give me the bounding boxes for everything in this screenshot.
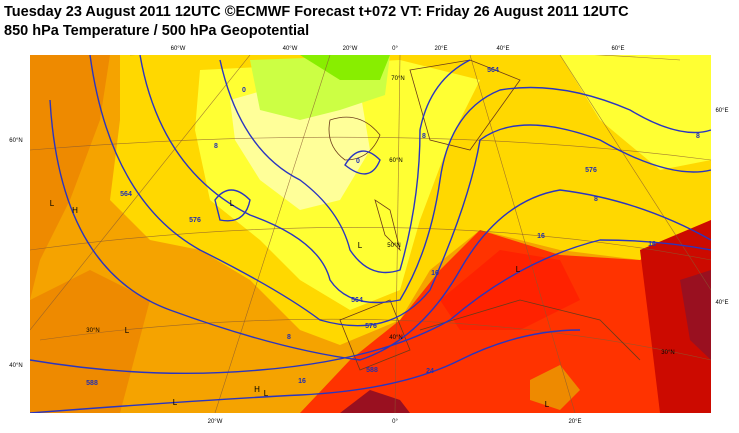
latitude-label: 40°N bbox=[389, 335, 402, 341]
left-label: 40°N bbox=[9, 363, 22, 369]
contour-label: 564 bbox=[351, 297, 363, 304]
left-label: 60°N bbox=[9, 138, 22, 144]
pressure-center: L bbox=[230, 199, 235, 208]
right-label: 40°E bbox=[715, 300, 728, 306]
edge-labels: 60°W 40°W 20°W 0° 20°E 40°E 60°E 60°N 40… bbox=[9, 46, 728, 425]
contour-label: 8 bbox=[594, 196, 598, 203]
latitude-labels: 70°N 60°N 50°N 40°N 30°N 30°N bbox=[86, 76, 674, 356]
pressure-center: L bbox=[125, 326, 130, 335]
contour-label: 8 bbox=[696, 133, 700, 140]
temperature-field bbox=[30, 55, 711, 413]
top-label: 20°E bbox=[434, 46, 447, 52]
map-title: Tuesday 23 August 2011 12UTC ©ECMWF Fore… bbox=[4, 4, 629, 20]
pressure-center: H bbox=[72, 206, 78, 215]
pressure-center: L bbox=[545, 400, 550, 409]
top-label: 40°E bbox=[496, 46, 509, 52]
pressure-center: L bbox=[516, 265, 521, 274]
contour-label: 16 bbox=[537, 233, 545, 240]
contour-label: 16 bbox=[648, 241, 656, 248]
bottom-label: 20°E bbox=[568, 419, 581, 425]
contour-label: 588 bbox=[366, 367, 378, 374]
top-label: 20°W bbox=[343, 46, 358, 52]
contour-label: 564 bbox=[487, 67, 499, 74]
contour-label: 8 bbox=[214, 143, 218, 150]
contour-labels: 564 576 588 564 576 588 564 576 8 8 8 16… bbox=[86, 67, 700, 387]
contour-label: 576 bbox=[189, 217, 201, 224]
geopotential-contours bbox=[30, 55, 711, 413]
latitude-label: 30°N bbox=[661, 350, 674, 356]
pressure-center: H bbox=[254, 385, 260, 394]
pressure-center: L bbox=[173, 398, 178, 407]
contour-label: 588 bbox=[86, 380, 98, 387]
contour-label: 0 bbox=[356, 158, 360, 165]
contour-label: 576 bbox=[365, 323, 377, 330]
contour-label: 8 bbox=[287, 334, 291, 341]
contour-label: 16 bbox=[431, 270, 439, 277]
contour-label: 576 bbox=[585, 167, 597, 174]
top-label: 0° bbox=[392, 46, 398, 52]
top-label: 60°W bbox=[171, 46, 186, 52]
right-label: 60°E bbox=[715, 108, 728, 114]
pressure-centers: L H L L L H L L L L bbox=[50, 199, 550, 409]
contour-label: 8 bbox=[422, 133, 426, 140]
contour-label: 24 bbox=[426, 368, 434, 375]
pressure-center: L bbox=[358, 241, 363, 250]
latitude-label: 50°N bbox=[387, 243, 400, 249]
latitude-label: 30°N bbox=[86, 328, 99, 334]
map-subtitle: 850 hPa Temperature / 500 hPa Geopotenti… bbox=[4, 23, 310, 39]
pressure-center: L bbox=[264, 389, 269, 398]
top-label: 40°W bbox=[283, 46, 298, 52]
latitude-label: 70°N bbox=[391, 76, 404, 82]
contour-label: 16 bbox=[298, 378, 306, 385]
contour-label: 564 bbox=[120, 191, 132, 198]
bottom-label: 0° bbox=[392, 419, 398, 425]
contour-label: 0 bbox=[242, 87, 246, 94]
bottom-label: 20°W bbox=[208, 419, 223, 425]
pressure-center: L bbox=[50, 199, 55, 208]
latitude-label: 60°N bbox=[389, 158, 402, 164]
top-label: 60°E bbox=[611, 46, 624, 52]
